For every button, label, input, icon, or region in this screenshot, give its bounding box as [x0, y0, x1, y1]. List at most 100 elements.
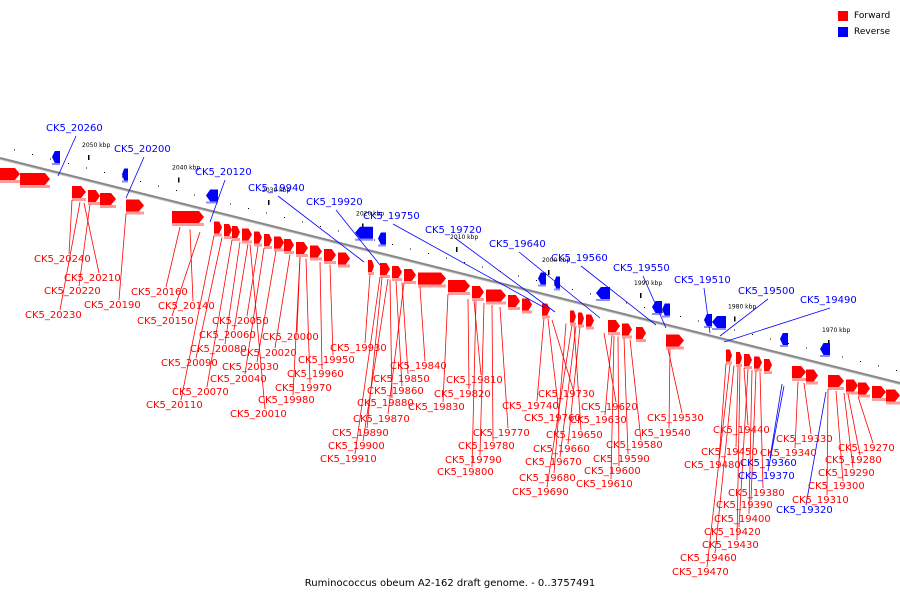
forward-gene-label: CK5_19900: [328, 441, 385, 452]
forward-gene-block: [608, 320, 620, 332]
forward-leader: [623, 337, 629, 455]
reverse-gene-label: CK5_19560: [551, 253, 608, 264]
minor-tick: [194, 194, 195, 196]
reverse-leader: [57, 135, 77, 177]
reverse-gene-label: CK5_20200: [114, 144, 171, 155]
major-tick: [640, 293, 642, 298]
forward-leader: [479, 302, 485, 456]
minor-tick: [140, 181, 141, 182]
forward-gene-block: [578, 312, 584, 325]
reverse-gene-label: CK5_20260: [46, 123, 103, 134]
forward-gene-block: [242, 228, 252, 241]
forward-block-shadow: [666, 346, 684, 350]
forward-gene-label: CK5_19860: [367, 386, 424, 397]
forward-gene-label: CK5_19590: [593, 454, 650, 465]
minor-tick: [806, 347, 807, 349]
forward-leader: [546, 324, 573, 488]
forward-leader: [246, 246, 259, 317]
major-tick: [268, 200, 270, 205]
forward-leader: [442, 293, 449, 403]
legend-forward-label: Forward: [854, 11, 891, 21]
minor-tick: [752, 334, 753, 335]
gene-blocks: [0, 151, 900, 405]
genome-axis: [0, 149, 900, 385]
reverse-leader: [719, 298, 769, 337]
reverse-gene-label: CK5_19640: [489, 239, 546, 250]
minor-tick: [50, 158, 51, 160]
forward-gene-block: [764, 359, 772, 371]
forward-block-shadow: [172, 223, 204, 226]
forward-gene-label: CK5_19460: [680, 553, 737, 564]
major-tick: [456, 247, 458, 252]
reverse-block-shadow: [206, 201, 218, 204]
forward-gene-label: CK5_19980: [258, 395, 315, 406]
forward-gene-label: CK5_19600: [584, 466, 641, 477]
forward-block-shadow: [242, 240, 252, 244]
forward-gene-block: [472, 286, 484, 298]
reverse-gene-label: CK5_19720: [425, 225, 482, 236]
forward-leader: [189, 229, 194, 302]
forward-block-shadow: [448, 292, 470, 295]
forward-leader: [536, 317, 545, 402]
forward-gene-label: CK5_20050: [212, 316, 269, 327]
reverse-block-shadow: [538, 284, 546, 287]
forward-leader: [395, 280, 403, 387]
forward-leader: [233, 243, 249, 331]
forward-gene-block: [392, 266, 402, 278]
forward-gene-block: [126, 199, 144, 212]
forward-leader: [362, 278, 389, 442]
forward-gene-block: [284, 239, 294, 251]
forward-block-shadow: [578, 324, 584, 328]
minor-tick: [266, 212, 267, 214]
forward-leader: [387, 282, 405, 415]
forward-gene-block: [828, 375, 844, 387]
forward-leader: [748, 369, 753, 515]
forward-gene-label: CK5_20010: [230, 409, 287, 420]
forward-gene-label: CK5_20020: [240, 348, 297, 359]
minor-tick: [410, 248, 411, 250]
forward-leader: [292, 256, 301, 396]
major-tick: [88, 155, 90, 160]
reverse-leader: [703, 287, 711, 334]
legend-forward: Forward: [838, 8, 890, 24]
forward-gene-label: CK5_19530: [647, 413, 704, 424]
forward-gene-block: [726, 349, 732, 362]
forward-gene-block: [380, 263, 390, 275]
forward-gene-label: CK5_20140: [158, 301, 215, 312]
forward-block-shadow: [100, 205, 116, 208]
forward-gene-block: [508, 295, 520, 307]
minor-tick: [860, 361, 861, 362]
forward-block-shadow: [608, 332, 620, 335]
forward-gene-label: CK5_19440: [713, 425, 770, 436]
forward-leader: [471, 300, 477, 468]
forward-leader: [329, 264, 334, 356]
forward-block-shadow: [296, 254, 308, 257]
forward-gene-block: [224, 224, 232, 236]
forward-swatch: [838, 11, 848, 21]
forward-block-shadow: [380, 275, 390, 278]
reverse-leader: [335, 209, 381, 266]
forward-gene-label: CK5_20150: [137, 316, 194, 327]
label-leaders: [57, 135, 874, 568]
reverse-leader: [642, 275, 667, 329]
forward-block-shadow: [284, 251, 294, 254]
reverse-leader: [580, 265, 657, 326]
forward-block-shadow: [636, 339, 646, 342]
forward-gene-block: [418, 272, 446, 285]
forward-block-shadow: [224, 236, 232, 239]
forward-leader: [165, 226, 181, 288]
forward-gene-label: CK5_19850: [373, 374, 430, 385]
minor-tick: [554, 284, 555, 286]
major-tick: [362, 223, 364, 229]
forward-leader: [738, 368, 749, 528]
forward-gene-label: CK5_20160: [131, 287, 188, 298]
forward-leader: [499, 306, 509, 429]
forward-block-shadow: [726, 361, 732, 365]
forward-gene-block: [88, 190, 100, 202]
minor-tick: [104, 172, 105, 173]
reverse-gene-label: CK5_20120: [195, 167, 252, 178]
reverse-gene-block: [122, 168, 128, 181]
forward-leader: [171, 231, 201, 317]
forward-gene-label: CK5_19540: [634, 428, 691, 439]
